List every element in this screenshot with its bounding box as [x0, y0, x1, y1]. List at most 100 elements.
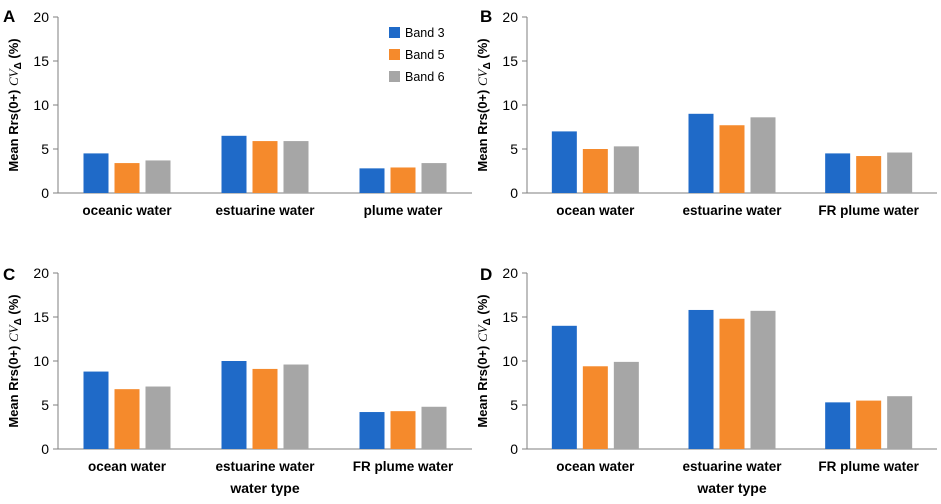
- x-category-label: FR plume water: [353, 459, 454, 474]
- bar-band-5-1: [114, 389, 140, 449]
- y-axis-title-cv: CV: [6, 67, 21, 86]
- y-axis-title-subscript: Δ: [13, 318, 24, 325]
- legend-label: Band 5: [405, 48, 445, 62]
- bar-band-6-1: [613, 146, 639, 193]
- y-axis-title-cv: CV: [6, 323, 21, 342]
- y-tick-label: 15: [502, 53, 518, 69]
- y-tick-label: 10: [33, 353, 49, 369]
- x-category-label: estuarine water: [682, 203, 782, 218]
- bar-band-6-3: [887, 152, 913, 193]
- x-axis-title: water type: [229, 480, 299, 496]
- bar-band-6-2: [283, 364, 309, 449]
- legend-label: Band 3: [405, 26, 445, 40]
- bar-band-6-3: [887, 396, 913, 449]
- chart-panel-c: C Mean Rrs(0+) CVΔ (%) 0 5 10 15 20 ocean water…: [3, 265, 472, 496]
- bar-band-3-2: [221, 135, 247, 193]
- x-category-label: FR plume water: [818, 459, 919, 474]
- bar-band-5-1: [582, 366, 608, 449]
- panel-label: C: [3, 265, 15, 284]
- y-tick-label: 20: [502, 9, 518, 25]
- y-tick-label: 0: [41, 185, 49, 201]
- y-axis-title-subscript: Δ: [13, 62, 24, 69]
- y-axis-title: Mean Rrs(0+) CVΔ (%): [6, 294, 24, 427]
- bar-band-5-2: [252, 368, 278, 449]
- legend-label: Band 6: [405, 70, 445, 84]
- bar-band-6-1: [145, 160, 171, 193]
- x-category-label: oceanic water: [82, 203, 172, 218]
- bar-band-3-3: [359, 168, 385, 193]
- bar-band-6-1: [145, 386, 171, 449]
- legend-swatch: [389, 71, 400, 82]
- y-tick-label: 20: [502, 265, 518, 281]
- y-axis-title-unit: (%): [6, 38, 21, 62]
- bar-band-3-3: [825, 402, 851, 449]
- bar-band-5-3: [856, 156, 882, 193]
- x-category-label: ocean water: [556, 459, 635, 474]
- x-category-label: plume water: [364, 203, 444, 218]
- y-axis-title-cv: CV: [475, 67, 490, 86]
- y-axis-title: Mean Rrs(0+) CVΔ (%): [475, 38, 493, 171]
- bar-band-3-1: [551, 325, 577, 449]
- bar-band-5-2: [719, 125, 745, 193]
- y-tick-label: 5: [41, 397, 49, 413]
- y-axis-title-subscript: Δ: [482, 318, 493, 325]
- bar-band-6-2: [750, 310, 776, 449]
- y-axis-title-main: Mean Rrs(0+): [6, 342, 21, 428]
- bar-band-3-1: [83, 371, 109, 449]
- bar-band-3-1: [83, 153, 109, 193]
- chart-panel-a: A Mean Rrs(0+) CVΔ (%) 0 5 10 15 20 oceanic wat…: [3, 7, 472, 218]
- y-tick-label: 10: [502, 97, 518, 113]
- x-category-label: estuarine water: [215, 203, 315, 218]
- y-tick-label: 10: [33, 97, 49, 113]
- y-axis-title-unit: (%): [6, 294, 21, 318]
- y-tick-label: 0: [510, 441, 518, 457]
- bar-band-3-2: [688, 113, 714, 193]
- legend: Band 3 Band 5 Band 6: [389, 26, 445, 84]
- bar-band-3-3: [359, 412, 385, 449]
- chart-panel-d: D Mean Rrs(0+) CVΔ (%) 0 5 10 15 20 ocean water…: [475, 265, 937, 496]
- bar-band-5-2: [252, 141, 278, 193]
- bar-band-5-3: [390, 411, 416, 449]
- y-tick-label: 0: [41, 441, 49, 457]
- bar-band-5-2: [719, 318, 745, 449]
- bar-band-3-1: [551, 131, 577, 193]
- y-axis-title-main: Mean Rrs(0+): [475, 86, 490, 172]
- bar-band-3-2: [688, 309, 714, 449]
- y-axis-title-main: Mean Rrs(0+): [6, 86, 21, 172]
- legend-swatch: [389, 49, 400, 60]
- y-tick-label: 5: [510, 141, 518, 157]
- y-axis-title-unit: (%): [475, 294, 490, 318]
- bar-band-6-1: [613, 361, 639, 449]
- bar-band-5-3: [390, 167, 416, 193]
- y-tick-label: 20: [33, 265, 49, 281]
- y-axis-title: Mean Rrs(0+) CVΔ (%): [6, 38, 24, 171]
- panel-label: B: [480, 7, 492, 26]
- legend-swatch: [389, 27, 400, 38]
- bar-band-6-3: [421, 163, 447, 193]
- panel-label: A: [3, 7, 15, 26]
- y-axis-title: Mean Rrs(0+) CVΔ (%): [475, 294, 493, 427]
- y-tick-label: 5: [510, 397, 518, 413]
- x-category-label: estuarine water: [682, 459, 782, 474]
- x-category-label: ocean water: [88, 459, 167, 474]
- x-axis-title: water type: [696, 480, 766, 496]
- chart-panel-b: B Mean Rrs(0+) CVΔ (%) 0 5 10 15 20 ocean water…: [475, 7, 937, 218]
- y-axis-title-main: Mean Rrs(0+): [475, 342, 490, 428]
- y-axis-title-cv: CV: [475, 323, 490, 342]
- bar-band-5-1: [582, 149, 608, 193]
- y-tick-label: 15: [33, 309, 49, 325]
- bar-band-3-2: [221, 361, 247, 449]
- bar-band-6-2: [283, 141, 309, 193]
- y-tick-label: 5: [41, 141, 49, 157]
- x-category-label: estuarine water: [215, 459, 315, 474]
- y-tick-label: 15: [33, 53, 49, 69]
- bar-band-6-3: [421, 406, 447, 449]
- bar-band-3-3: [825, 153, 851, 193]
- y-axis-title-subscript: Δ: [482, 62, 493, 69]
- x-category-label: FR plume water: [818, 203, 919, 218]
- panel-label: D: [480, 265, 492, 284]
- y-tick-label: 0: [510, 185, 518, 201]
- y-tick-label: 15: [502, 309, 518, 325]
- bar-band-5-1: [114, 163, 140, 193]
- y-tick-label: 10: [502, 353, 518, 369]
